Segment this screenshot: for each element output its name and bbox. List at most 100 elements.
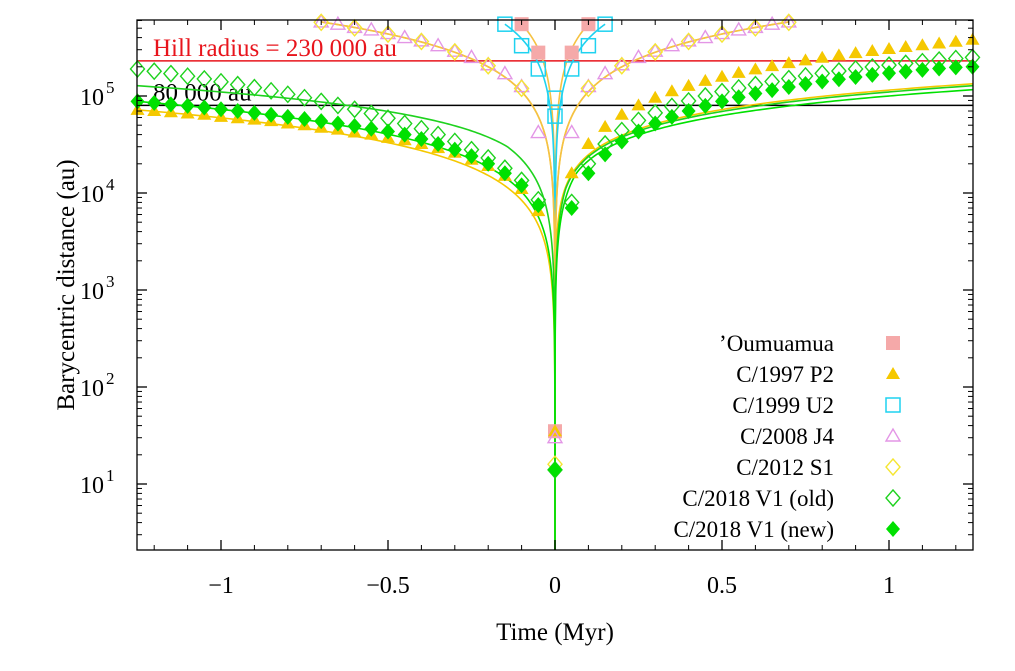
- point-series-6-7: [247, 104, 262, 121]
- point-series-1-45: [882, 42, 896, 55]
- point-series-3-14: [546, 429, 564, 444]
- point-series-4-1: [346, 18, 363, 37]
- point-series-4-6: [513, 79, 530, 98]
- legend-label-1: C/1997 P2: [736, 362, 834, 387]
- y-tick-label-3: 10: [80, 182, 104, 208]
- point-series-1-33: [681, 78, 696, 91]
- y-tick-label-4: 10: [80, 85, 104, 111]
- point-series-5-13: [346, 100, 363, 119]
- point-series-3-20: [646, 42, 664, 57]
- legend: ’Oumuamua C/1997 P2 C/1999 U2 C/2008 J4 C/20…: [673, 331, 902, 542]
- point-series-6-27: [581, 165, 596, 182]
- point-series-5-12: [329, 96, 346, 115]
- point-series-6-28: [598, 146, 613, 163]
- point-series-3-24: [713, 25, 731, 40]
- point-series-2-2: [530, 61, 547, 77]
- point-series-1-35: [715, 69, 729, 82]
- point-series-3-4: [379, 25, 397, 40]
- point-series-6-42: [831, 71, 846, 88]
- point-series-6-36: [731, 89, 746, 106]
- point-series-3-11: [496, 65, 514, 80]
- legend-marker-2: [885, 397, 901, 413]
- y-tick-exponent-1: 2: [106, 369, 115, 388]
- point-series-6-12: [330, 115, 345, 132]
- point-series-6-25: [548, 461, 562, 478]
- point-series-3-1: [329, 15, 347, 30]
- point-series-5-4: [196, 69, 213, 88]
- point-series-6-8: [264, 106, 279, 123]
- point-series-1-30: [631, 98, 646, 111]
- legend-marker-0: [886, 336, 900, 350]
- point-series-6-47: [915, 61, 930, 78]
- point-series-1-47: [915, 38, 930, 51]
- point-series-4-8: [580, 79, 597, 98]
- point-series-3-18: [613, 56, 631, 71]
- reference-line-label-0: Hill radius = 230 000 au: [153, 35, 397, 62]
- point-series-6-9: [280, 108, 295, 125]
- point-series-3-6: [413, 32, 430, 47]
- point-series-1-42: [831, 48, 846, 61]
- point-series-3-13: [530, 124, 547, 139]
- point-series-1-37: [748, 62, 763, 75]
- point-series-1-29: [614, 107, 629, 120]
- point-series-1-44: [865, 44, 880, 57]
- y-tick-exponent-4: 5: [106, 78, 115, 97]
- point-series-6-41: [815, 73, 830, 90]
- y-axis-label: Barycentric distance (au): [53, 159, 80, 410]
- point-series-3-27: [763, 15, 781, 30]
- legend-label-2: C/1999 U2: [732, 393, 834, 418]
- point-series-5-6: [229, 75, 246, 94]
- point-series-6-40: [798, 75, 813, 92]
- point-series-6-49: [948, 59, 963, 76]
- point-series-6-38: [765, 82, 780, 99]
- point-series-2-4: [547, 108, 563, 124]
- point-series-2-3: [547, 90, 563, 106]
- point-series-3-2: [346, 18, 363, 34]
- point-series-6-17: [414, 131, 429, 148]
- point-series-6-43: [848, 68, 863, 85]
- point-series-5-11: [313, 92, 330, 111]
- point-series-3-10: [479, 56, 497, 71]
- point-series-3-28: [780, 13, 798, 28]
- point-series-3-5: [396, 29, 413, 44]
- point-series-1-32: [664, 84, 679, 97]
- point-series-3-3: [363, 21, 380, 36]
- point-series-2-6: [580, 37, 597, 54]
- point-series-6-2: [163, 96, 178, 113]
- point-series-1-41: [815, 50, 830, 63]
- legend-label-4: C/2012 S1: [736, 455, 834, 480]
- y-tick-exponent-3: 4: [106, 175, 115, 194]
- point-series-6-32: [664, 108, 679, 125]
- point-series-6-20: [464, 148, 479, 165]
- point-series-1-26: [564, 166, 579, 179]
- point-series-5-10: [296, 88, 313, 107]
- y-tick-label-2: 10: [80, 279, 104, 305]
- point-series-1-34: [698, 73, 713, 86]
- point-series-4-3: [413, 32, 430, 51]
- point-series-1-46: [898, 40, 913, 53]
- y-tick-label-0: 10: [80, 473, 104, 499]
- point-series-3-0: [312, 13, 330, 28]
- legend-marker-6: [886, 521, 900, 537]
- legend-label-6: C/2018 V1 (new): [673, 517, 834, 542]
- point-series-6-29: [614, 133, 629, 150]
- legend-marker-1: [886, 367, 900, 379]
- point-series-5-5: [213, 72, 229, 91]
- x-tick-label-0: −1: [208, 573, 234, 599]
- legend-marker-5: [885, 488, 901, 508]
- point-series-4-11: [680, 32, 697, 51]
- point-series-6-33: [681, 103, 696, 120]
- point-series-4-5: [480, 56, 497, 75]
- point-series-6-13: [347, 118, 362, 135]
- point-series-6-46: [898, 63, 913, 80]
- point-series-1-49: [948, 34, 963, 47]
- point-series-6-21: [481, 155, 496, 172]
- point-series-6-3: [180, 97, 195, 114]
- point-series-3-23: [697, 29, 714, 44]
- point-series-5-1: [146, 62, 163, 81]
- point-series-6-19: [447, 141, 462, 158]
- point-series-6-37: [748, 85, 763, 102]
- point-series-3-12: [513, 78, 530, 93]
- point-series-1-39: [781, 56, 796, 69]
